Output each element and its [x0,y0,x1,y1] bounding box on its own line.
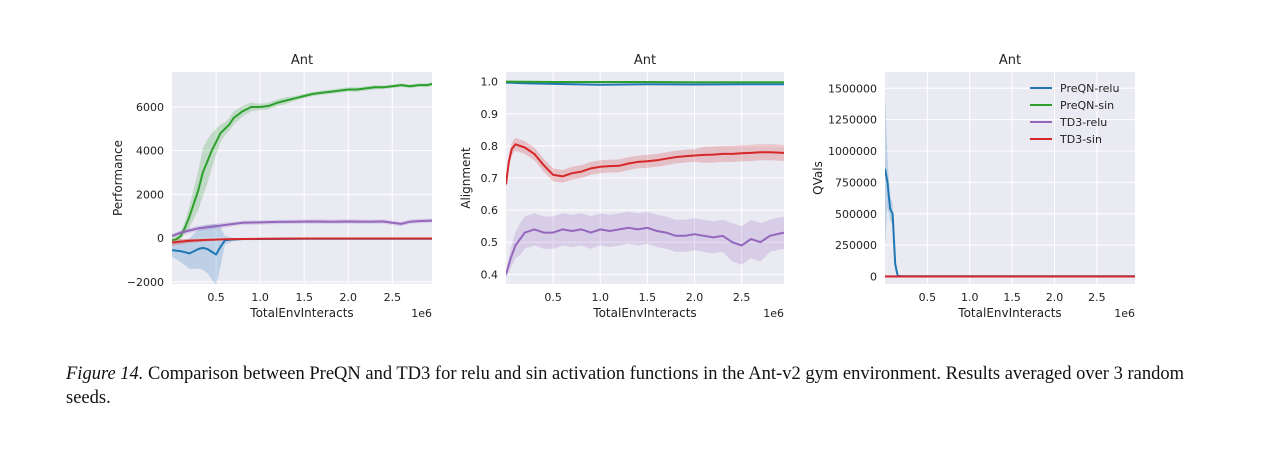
y-tick-label: 0 [870,270,877,283]
y-tick-label: 0.7 [481,172,499,185]
x-tick-label: 1.0 [591,291,609,304]
series-band [506,137,784,188]
y-tick-label: 2000 [136,188,164,201]
x-tick-label: 1.0 [251,291,269,304]
y-tick-label: 0.5 [481,236,499,249]
chart-panel-1: 0.5 1.0 1.5 2.0 2.5 −2000 0 2000 4000 6000 Ant Tota… [111,53,432,320]
caption-text: Comparison between PreQN and TD3 for rel… [66,364,1184,408]
series-line [506,143,784,185]
series-band [506,211,784,278]
series-line [506,226,784,275]
series-line [172,219,432,237]
series-line [506,81,784,86]
y-tick-label: −2000 [127,276,164,289]
series-line [172,237,432,244]
y-tick-label: 500000 [835,208,877,221]
chart-title: Ant [999,53,1021,68]
y-tick-label: 0 [157,232,164,245]
x-tick-label: 0.5 [544,291,562,304]
x-tick-label: 2.0 [340,291,358,304]
x-tick-label: 2.5 [1088,291,1106,304]
series-line [172,83,432,242]
plot-area [885,93,1135,278]
chart-title: Ant [291,53,313,68]
x-axis-label: TotalEnvInteracts [592,306,696,320]
x-tick-label: 2.5 [384,291,402,304]
series-line [506,80,784,84]
y-axis-label: QVals [811,161,825,195]
y-tick-label: 4000 [136,145,164,158]
legend-entry: TD3-sin [1059,133,1102,146]
y-tick-label: 0.9 [481,108,499,121]
x-tick-label: 1.0 [961,291,979,304]
x-tick-label: 1.5 [639,291,657,304]
x-tick-label: 1.5 [1003,291,1021,304]
y-tick-label: 750000 [835,176,877,189]
x-tick-label: 0.5 [919,291,937,304]
legend-entry: PreQN-relu [1060,82,1119,95]
x-axis-multiplier: 1e6 [411,307,432,320]
y-tick-label: 250000 [835,239,877,252]
y-tick-label: 0.4 [481,268,499,281]
chart-title: Ant [634,53,656,68]
legend: PreQN-relu PreQN-sin TD3-relu TD3-sin [1030,82,1119,146]
x-tick-label: 2.0 [1046,291,1064,304]
y-tick-label: 0.8 [481,140,499,153]
x-axis-label: TotalEnvInteracts [957,306,1061,320]
chart-panel-2: 0.5 1.0 1.5 2.0 2.5 0.4 0.5 0.6 0.7 0.8 0.9 1.0 Ant T… [459,53,784,320]
legend-entry: TD3-relu [1059,116,1107,129]
x-tick-label: 2.5 [733,291,751,304]
figure-panels: 0.5 1.0 1.5 2.0 2.5 −2000 0 2000 4000 6000 Ant Tota… [111,53,1135,320]
chart-panel-3: 0.5 1.0 1.5 2.0 2.5 0 250000 500000 750000 100000… [811,53,1135,320]
y-axis-label: Performance [111,140,125,216]
x-tick-label: 0.5 [207,291,225,304]
x-axis-label: TotalEnvInteracts [249,306,353,320]
y-tick-label: 6000 [136,101,164,114]
plot-area [506,80,784,278]
caption-label: Figure 14. [66,364,144,384]
x-tick-label: 2.0 [686,291,704,304]
plot-area [172,82,432,284]
x-axis-multiplier: 1e6 [1114,307,1135,320]
legend-entry: PreQN-sin [1060,99,1114,112]
y-tick-label: 1000000 [828,145,877,158]
y-tick-label: 1.0 [481,76,499,89]
x-tick-label: 1.5 [295,291,313,304]
y-axis-label: Alignment [459,147,473,209]
y-tick-label: 1250000 [828,114,877,127]
y-tick-label: 0.6 [481,204,499,217]
x-axis-multiplier: 1e6 [763,307,784,320]
figure-caption: Figure 14. Comparison between PreQN and … [66,362,1196,410]
plot-background [885,72,1135,284]
y-tick-label: 1500000 [828,82,877,95]
